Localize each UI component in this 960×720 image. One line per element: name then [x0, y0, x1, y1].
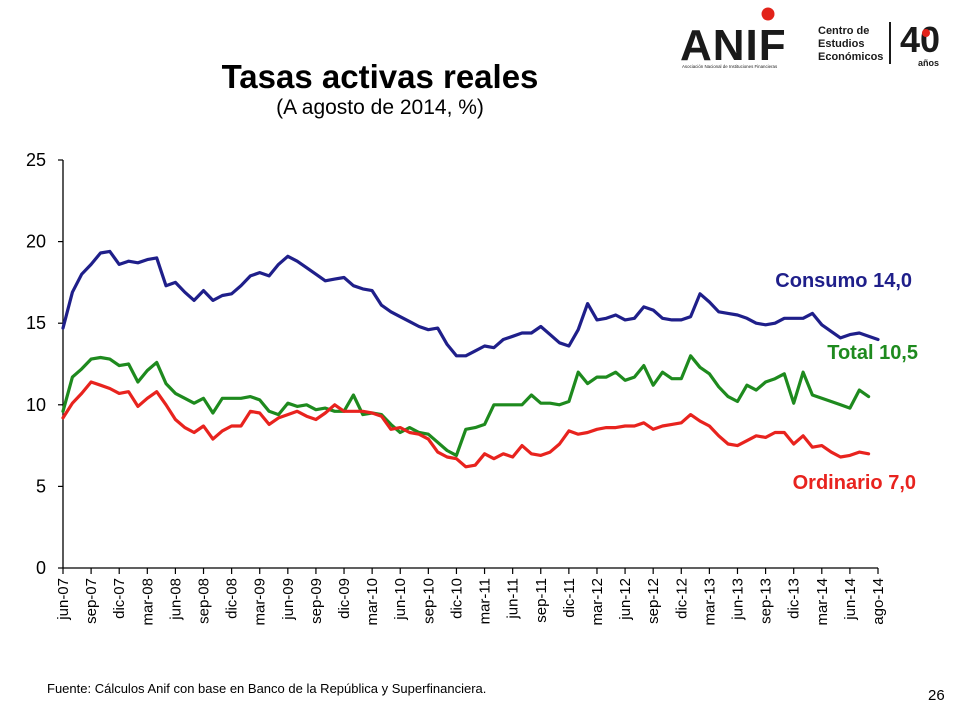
- y-tick-label: 10: [26, 395, 46, 415]
- chart-subtitle: (A agosto de 2014, %): [276, 96, 484, 119]
- chart-series: [61, 249, 880, 469]
- x-tick-label: sep-08: [196, 578, 213, 624]
- page-number: 26: [928, 687, 945, 704]
- chart-series-labels: Consumo 14,0 Total 10,5 Ordinario 7,0: [775, 270, 918, 494]
- x-tick-label: dic-11: [561, 578, 578, 618]
- logo-red-dot-icon: [761, 7, 775, 21]
- y-tick-label: 0: [36, 558, 46, 578]
- x-tick-label: dic-07: [111, 578, 128, 619]
- x-tick-label: dic-10: [448, 578, 465, 619]
- chart-title: Tasas activas reales: [221, 58, 539, 95]
- logo-org-line1: Centro de: [818, 25, 869, 37]
- x-tick-label: sep-07: [83, 578, 100, 624]
- logo-divider: [889, 22, 891, 64]
- series-label-total: Total 10,5: [827, 342, 918, 364]
- x-tick-label: jun-11: [505, 578, 522, 620]
- logo-org-line2: Estudios: [818, 38, 864, 50]
- x-tick-label: mar-12: [589, 578, 606, 626]
- anif-logo: ANIF Asociación Nacional de Institucione…: [680, 7, 940, 70]
- x-tick-label: sep-09: [308, 578, 325, 624]
- x-tick-label: jun-13: [729, 578, 746, 621]
- logo-anniversary-dot-icon: [922, 29, 930, 37]
- x-tick-label: mar-09: [252, 578, 269, 626]
- x-tick-label: sep-12: [645, 578, 662, 624]
- logo-org-line3: Económicos: [818, 51, 883, 63]
- x-tick-label: jun-09: [280, 578, 297, 621]
- series-label-ordinario: Ordinario 7,0: [793, 472, 916, 494]
- x-tick-label: dic-09: [336, 578, 353, 619]
- logo-org-fullname: Asociación Nacional de Instituciones Fin…: [682, 64, 778, 69]
- x-tick-label: mar-11: [477, 578, 494, 624]
- chart-axes: 0 5 10 15 20 25 jun-07 sep-07 dic-07 mar-08 jun-08…: [26, 150, 887, 626]
- x-tick-label: dic-08: [224, 578, 241, 619]
- x-tick-label: dic-12: [673, 578, 690, 619]
- y-tick-label: 25: [26, 150, 46, 170]
- x-tick-label: jun-08: [167, 578, 184, 621]
- x-tick-label: jun-10: [392, 578, 409, 621]
- series-line-consumo: [61, 249, 880, 358]
- logo-brand: ANIF: [680, 21, 787, 70]
- x-tick-label: mar-13: [701, 578, 718, 626]
- x-tick-label: sep-10: [420, 578, 437, 624]
- logo-anniversary-number: 40: [900, 19, 940, 60]
- x-tick-label: sep-13: [758, 578, 775, 624]
- x-tick-label: mar-14: [814, 578, 831, 626]
- y-tick-label: 15: [26, 313, 46, 333]
- series-line-total: [61, 354, 871, 457]
- series-label-consumo: Consumo 14,0: [775, 270, 912, 292]
- logo-anniversary-word: años: [918, 58, 939, 68]
- y-tick-label: 5: [36, 476, 46, 496]
- x-tick-label: dic-13: [786, 578, 803, 619]
- x-tick-label: mar-10: [364, 578, 381, 626]
- x-tick-label: jun-12: [617, 578, 634, 621]
- x-tick-label: jun-07: [55, 578, 72, 621]
- x-tick-label: mar-08: [139, 578, 156, 626]
- series-line-ordinario: [61, 380, 871, 469]
- x-tick-label: jun-14: [842, 578, 859, 621]
- x-tick-label: sep-11: [533, 578, 550, 623]
- x-tick-label: ago-14: [870, 578, 887, 625]
- source-note: Fuente: Cálculos Anif con base en Banco …: [47, 681, 487, 696]
- y-tick-label: 20: [26, 232, 46, 252]
